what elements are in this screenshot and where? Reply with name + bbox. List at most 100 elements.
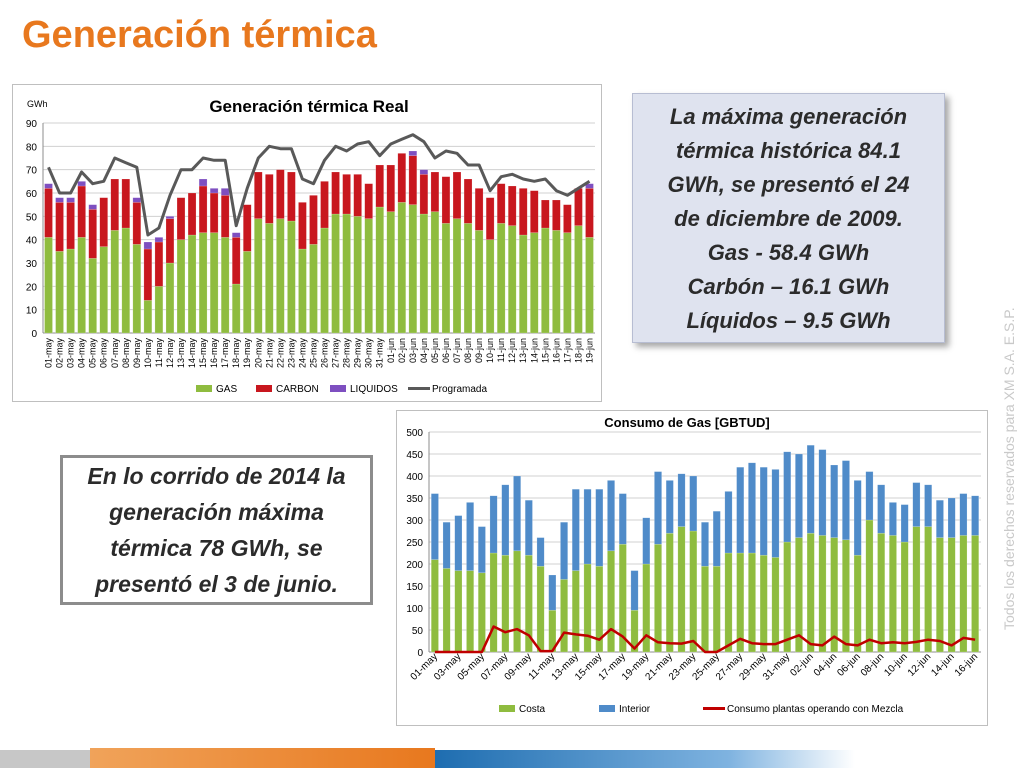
x-tick-label: 10-jun [882, 651, 909, 678]
x-tick-label: 07-may [110, 338, 120, 369]
bar-costa [924, 526, 933, 653]
bar-interior [724, 491, 733, 554]
x-tick-label: 12-jun [906, 651, 933, 678]
bar-carbon [530, 190, 539, 233]
x-tick-label: 15-jun [540, 338, 550, 363]
bar-carbon [474, 188, 484, 231]
x-tick-label: 09-may [132, 338, 142, 369]
bar-interior [630, 570, 639, 611]
y-tick-label: 0 [31, 329, 37, 340]
series-line-consumo-plantas-operando-con-mezcla [434, 625, 976, 654]
bar-interior [548, 574, 557, 611]
bar-carbon [419, 174, 429, 215]
x-tick-label: 02-jun [788, 651, 815, 678]
x-tick-label: 27-may [331, 338, 341, 369]
bar-interior [618, 493, 627, 545]
bar-interior [677, 473, 686, 527]
bar-costa [865, 519, 874, 653]
bar-gas [265, 223, 274, 334]
bar-interior [900, 504, 909, 543]
bar-costa [936, 537, 944, 653]
bar-gas [320, 227, 329, 334]
bar-interior [536, 537, 545, 567]
bar-gas [220, 237, 230, 334]
bar-interior [571, 488, 580, 571]
bar-interior [595, 488, 604, 567]
y-tick-label: 0 [417, 648, 423, 659]
bar-carbon [386, 164, 395, 212]
bar-gas [507, 225, 517, 334]
bar-carbon [309, 195, 318, 245]
y-tick-label: 60 [26, 189, 38, 200]
bar-gas [254, 218, 263, 334]
bar-costa [712, 565, 721, 653]
x-tick-label: 02-jun [397, 338, 407, 363]
y-tick-label: 500 [406, 428, 423, 439]
legend-swatch [599, 705, 615, 712]
x-tick-label: 15-may [198, 338, 208, 369]
legend-swatch [256, 385, 272, 392]
bar-carbon [485, 197, 495, 240]
bar-liquidos [220, 188, 230, 196]
x-tick-label: 16-jun [953, 651, 980, 678]
bar-carbon [364, 183, 373, 219]
x-tick-label: 14-jun [529, 338, 539, 363]
bar-carbon [44, 188, 53, 238]
x-tick-label: 11-jun [496, 338, 506, 362]
bar-costa [912, 526, 921, 653]
bar-carbon [441, 176, 451, 224]
bar-costa [442, 568, 451, 653]
bar-costa [971, 535, 980, 653]
legend-label: GAS [216, 384, 237, 395]
bar-costa [889, 535, 897, 653]
bar-gas [375, 206, 384, 334]
bar-interior [795, 453, 803, 538]
x-tick-label: 01-jun [386, 338, 396, 363]
x-tick-label: 12-may [165, 338, 175, 369]
x-tick-label: 20-may [253, 338, 263, 369]
bar-gas [496, 223, 506, 334]
bar-gas [530, 232, 539, 334]
x-tick-label: 18-may [231, 338, 241, 369]
year-max-text: En lo corrido de 2014 la generación máxi… [87, 463, 346, 597]
bar-interior [748, 462, 756, 554]
x-tick-label: 04-jun [419, 338, 429, 363]
bar-costa [689, 530, 698, 653]
bar-liquidos [154, 237, 164, 243]
page-title: Generación térmica [22, 14, 377, 56]
bar-carbon [287, 171, 296, 222]
x-tick-label: 08-jun [463, 338, 473, 363]
bar-costa [701, 565, 709, 653]
x-tick-label: 06-may [99, 338, 109, 369]
bar-costa [607, 550, 615, 653]
bar-gas [474, 230, 484, 334]
x-tick-label: 26-may [320, 338, 330, 369]
bar-gas [397, 202, 407, 334]
x-tick-label: 05-may [88, 338, 98, 369]
bar-carbon [276, 169, 285, 219]
bar-interior [501, 484, 510, 556]
bar-gas [441, 223, 451, 334]
x-tick-label: 03-may [66, 338, 76, 369]
bar-gas [574, 225, 583, 334]
y-tick-label: 300 [406, 516, 423, 527]
legend-swatch [196, 385, 212, 392]
x-tick-label: 17-jun [562, 338, 572, 363]
bar-costa [513, 550, 521, 653]
bar-costa [759, 554, 768, 653]
bar-gas [154, 286, 164, 334]
bar-costa [477, 572, 486, 653]
bar-carbon [176, 197, 186, 240]
bar-interior [818, 449, 827, 536]
bar-carbon [541, 199, 550, 229]
bar-costa [571, 570, 580, 653]
bar-carbon [220, 195, 230, 238]
y-tick-label: 70 [26, 166, 38, 177]
x-tick-label: 23-may [286, 338, 296, 369]
bar-gas [209, 232, 219, 334]
bar-interior [971, 495, 980, 536]
bar-costa [783, 541, 792, 653]
bar-interior [665, 480, 674, 534]
y-tick-label: 50 [412, 626, 424, 637]
x-tick-label: 02-may [55, 338, 65, 369]
